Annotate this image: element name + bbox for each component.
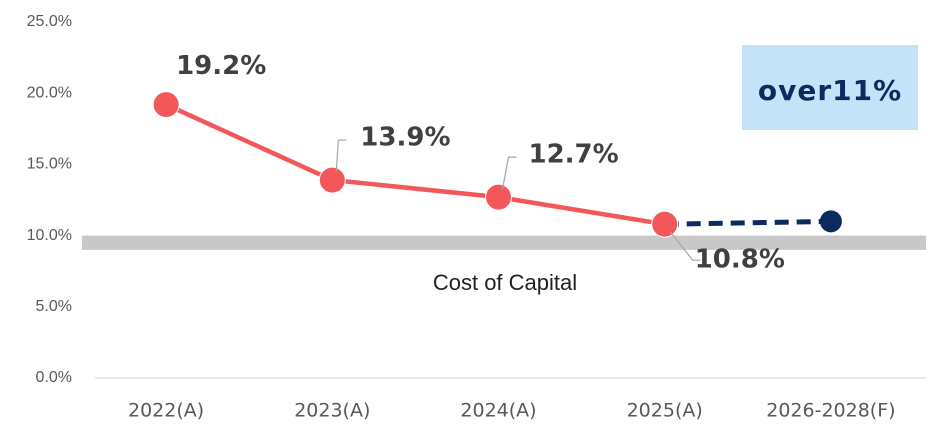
cost-band bbox=[82, 235, 926, 250]
leader-line bbox=[335, 139, 347, 173]
point bbox=[819, 210, 842, 233]
leader-line bbox=[501, 156, 517, 190]
x-tick-label: 2023(A) bbox=[294, 400, 370, 422]
y-tick-label: 20.0% bbox=[27, 84, 72, 101]
point bbox=[651, 210, 679, 238]
x-tick-label: 2024(A) bbox=[460, 400, 536, 422]
series-line bbox=[165, 102, 666, 227]
y-tick-label: 15.0% bbox=[27, 156, 72, 173]
data-label: 10.8% bbox=[695, 245, 785, 275]
band-label: Cost of Capital bbox=[433, 270, 577, 295]
point bbox=[152, 91, 180, 119]
point bbox=[318, 166, 346, 194]
x-tick-label: 2022(A) bbox=[128, 400, 204, 422]
point bbox=[485, 183, 512, 211]
leader-line bbox=[670, 231, 701, 261]
data-label: 12.7% bbox=[529, 140, 619, 170]
y-tick-label: 0.0% bbox=[36, 369, 72, 386]
data-label: 13.9% bbox=[360, 123, 450, 153]
x-tick-label: 2025(A) bbox=[627, 400, 703, 422]
x-tick-label: 2026-2028(F) bbox=[766, 400, 895, 422]
y-tick-label: 25.0% bbox=[27, 13, 72, 30]
y-tick-label: 10.0% bbox=[27, 227, 72, 244]
annotation-box bbox=[742, 45, 918, 130]
series-line bbox=[664, 218, 831, 227]
data-label: 19.2% bbox=[176, 51, 266, 81]
annotation: over11% bbox=[758, 74, 902, 107]
y-tick-label: 5.0% bbox=[36, 298, 72, 315]
